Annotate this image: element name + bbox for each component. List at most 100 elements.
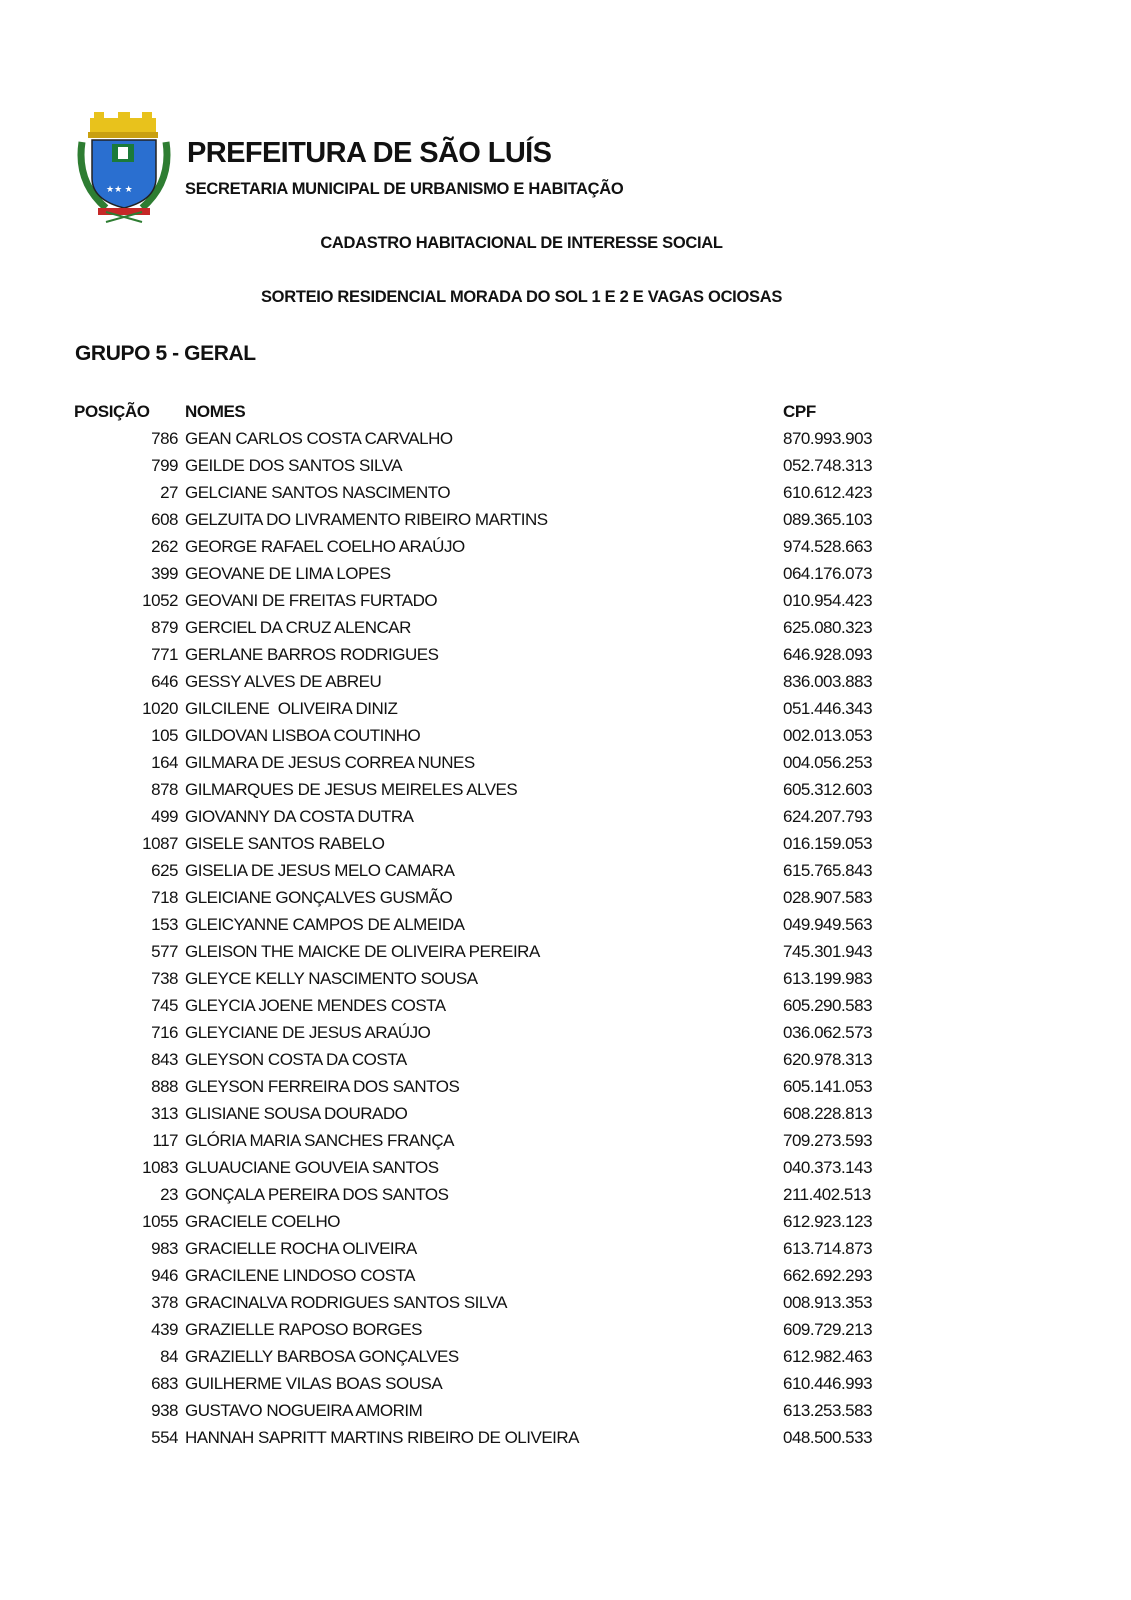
cpf-cell: 646.928.093 <box>783 645 873 664</box>
page-subtitle: SECRETARIA MUNICIPAL DE URBANISMO E HABI… <box>185 180 624 198</box>
position-cell: 1083 <box>142 1158 178 1177</box>
name-cell: GILMARA DE JESUS CORREA NUNES <box>185 753 475 772</box>
cpf-cell: 613.714.873 <box>783 1239 873 1258</box>
table-row: 84 GRAZIELLY BARBOSA GONÇALVES 612.982.463 <box>0 1345 1131 1372</box>
position-cell: 683 <box>151 1374 178 1393</box>
position-cell: 799 <box>151 456 178 475</box>
table-row: 439 GRAZIELLE RAPOSO BORGES 609.729.213 <box>0 1318 1131 1345</box>
name-cell: GILDOVAN LISBOA COUTINHO <box>185 726 421 745</box>
document-subheading: SORTEIO RESIDENCIAL MORADA DO SOL 1 E 2 … <box>260 288 783 306</box>
position-cell: 608 <box>151 510 178 529</box>
name-cell: GLISIANE SOUSA DOURADO <box>185 1104 408 1123</box>
cpf-cell: 624.207.793 <box>783 807 873 826</box>
cpf-cell: 605.141.053 <box>783 1077 873 1096</box>
table-row: 153 GLEICYANNE CAMPOS DE ALMEIDA 049.949.5… <box>0 913 1131 940</box>
name-cell: GUSTAVO NOGUEIRA AMORIM <box>185 1401 423 1420</box>
position-cell: 888 <box>151 1077 178 1096</box>
table-row: 888 GLEYSON FERREIRA DOS SANTOS 605.141.05… <box>0 1075 1131 1102</box>
cpf-cell: 040.373.143 <box>783 1158 873 1177</box>
cpf-cell: 613.199.983 <box>783 969 873 988</box>
table-row: 718 GLEICIANE GONÇALVES GUSMÃO 028.907.583 <box>0 886 1131 913</box>
column-header-names: NOMES <box>185 402 246 421</box>
table-row: 577 GLEISON THE MAICKE DE OLIVEIRA PEREIR… <box>0 940 1131 967</box>
position-cell: 117 <box>152 1131 178 1150</box>
cpf-cell: 620.978.313 <box>783 1050 873 1069</box>
table-row: 946 GRACILENE LINDOSO COSTA 662.692.293 <box>0 1264 1131 1291</box>
position-cell: 946 <box>151 1266 178 1285</box>
name-cell: GLEYSON COSTA DA COSTA <box>185 1050 407 1069</box>
position-cell: 878 <box>151 780 178 799</box>
cpf-cell: 048.500.533 <box>783 1428 873 1447</box>
table-row: 23 GONÇALA PEREIRA DOS SANTOS 211.402.513 <box>0 1183 1131 1210</box>
table-row: 716 GLEYCIANE DE JESUS ARAÚJO 036.062.573 <box>0 1021 1131 1048</box>
name-cell: GLEYCE KELLY NASCIMENTO SOUSA <box>185 969 478 988</box>
cpf-cell: 613.253.583 <box>783 1401 873 1420</box>
name-cell: GLEISON THE MAICKE DE OLIVEIRA PEREIRA <box>185 942 540 961</box>
results-table: 786 GEAN CARLOS COSTA CARVALHO 870.993.903… <box>0 427 1131 1453</box>
name-cell: GISELIA DE JESUS MELO CAMARA <box>185 861 455 880</box>
cpf-cell: 615.765.843 <box>783 861 873 880</box>
name-cell: GRACIELE COELHO <box>185 1212 341 1231</box>
name-cell: GILCILENE OLIVEIRA DINIZ <box>185 699 398 718</box>
cpf-cell: 605.312.603 <box>783 780 873 799</box>
name-cell: GLEICIANE GONÇALVES GUSMÃO <box>185 888 453 907</box>
cpf-cell: 709.273.593 <box>783 1131 873 1150</box>
cpf-cell: 610.612.423 <box>783 483 873 502</box>
position-cell: 786 <box>151 429 178 448</box>
name-cell: GILMARQUES DE JESUS MEIRELES ALVES <box>185 780 518 799</box>
name-cell: GEORGE RAFAEL COELHO ARAÚJO <box>185 537 465 556</box>
name-cell: GERCIEL DA CRUZ ALENCAR <box>185 618 411 637</box>
group-title: GRUPO 5 - GERAL <box>75 342 256 365</box>
cpf-cell: 051.446.343 <box>783 699 873 718</box>
name-cell: GLEICYANNE CAMPOS DE ALMEIDA <box>185 915 465 934</box>
cpf-cell: 036.062.573 <box>783 1023 873 1042</box>
name-cell: GRAZIELLE RAPOSO BORGES <box>185 1320 422 1339</box>
cpf-cell: 836.003.883 <box>783 672 873 691</box>
table-row: 27 GELCIANE SANTOS NASCIMENTO 610.612.423 <box>0 481 1131 508</box>
position-cell: 577 <box>151 942 178 961</box>
table-row: 683 GUILHERME VILAS BOAS SOUSA 610.446.993 <box>0 1372 1131 1399</box>
table-row: 1087 GISELE SANTOS RABELO 016.159.053 <box>0 832 1131 859</box>
cpf-cell: 002.013.053 <box>783 726 873 745</box>
position-cell: 718 <box>151 888 178 907</box>
position-cell: 1052 <box>142 591 178 610</box>
table-row: 625 GISELIA DE JESUS MELO CAMARA 615.765.8… <box>0 859 1131 886</box>
name-cell: GEOVANI DE FREITAS FURTADO <box>185 591 438 610</box>
table-row: 1052 GEOVANI DE FREITAS FURTADO 010.954.42… <box>0 589 1131 616</box>
position-cell: 646 <box>151 672 178 691</box>
position-cell: 164 <box>151 753 178 772</box>
city-coat-of-arms-logo: ★★ ★ <box>77 112 171 223</box>
cpf-cell: 605.290.583 <box>783 996 873 1015</box>
table-row: 1083 GLUAUCIANE GOUVEIA SANTOS 040.373.143 <box>0 1156 1131 1183</box>
table-row: 771 GERLANE BARROS RODRIGUES 646.928.093 <box>0 643 1131 670</box>
position-cell: 843 <box>151 1050 178 1069</box>
page-title: PREFEITURA DE SÃO LUÍS <box>187 137 552 169</box>
name-cell: GLUAUCIANE GOUVEIA SANTOS <box>185 1158 439 1177</box>
name-cell: GLEYCIA JOENE MENDES COSTA <box>185 996 446 1015</box>
table-row: 164 GILMARA DE JESUS CORREA NUNES 004.056.… <box>0 751 1131 778</box>
table-row: 105 GILDOVAN LISBOA COUTINHO 002.013.053 <box>0 724 1131 751</box>
table-row: 646 GESSY ALVES DE ABREU 836.003.883 <box>0 670 1131 697</box>
position-cell: 313 <box>151 1104 178 1123</box>
position-cell: 938 <box>151 1401 178 1420</box>
cpf-cell: 052.748.313 <box>783 456 873 475</box>
position-cell: 23 <box>160 1185 178 1204</box>
position-cell: 262 <box>151 537 178 556</box>
table-row: 786 GEAN CARLOS COSTA CARVALHO 870.993.903 <box>0 427 1131 454</box>
position-cell: 27 <box>160 483 178 502</box>
cpf-cell: 662.692.293 <box>783 1266 873 1285</box>
position-cell: 879 <box>151 618 178 637</box>
table-row: 1055 GRACIELE COELHO 612.923.123 <box>0 1210 1131 1237</box>
position-cell: 745 <box>151 996 178 1015</box>
position-cell: 1020 <box>142 699 178 718</box>
table-row: 878 GILMARQUES DE JESUS MEIRELES ALVES 605… <box>0 778 1131 805</box>
cpf-cell: 609.729.213 <box>783 1320 873 1339</box>
table-row: 313 GLISIANE SOUSA DOURADO 608.228.813 <box>0 1102 1131 1129</box>
position-cell: 378 <box>151 1293 178 1312</box>
name-cell: GRACILENE LINDOSO COSTA <box>185 1266 416 1285</box>
position-cell: 153 <box>151 915 178 934</box>
position-cell: 771 <box>151 645 178 664</box>
name-cell: GRACINALVA RODRIGUES SANTOS SILVA <box>185 1293 508 1312</box>
table-row: 738 GLEYCE KELLY NASCIMENTO SOUSA 613.199.… <box>0 967 1131 994</box>
position-cell: 499 <box>151 807 178 826</box>
